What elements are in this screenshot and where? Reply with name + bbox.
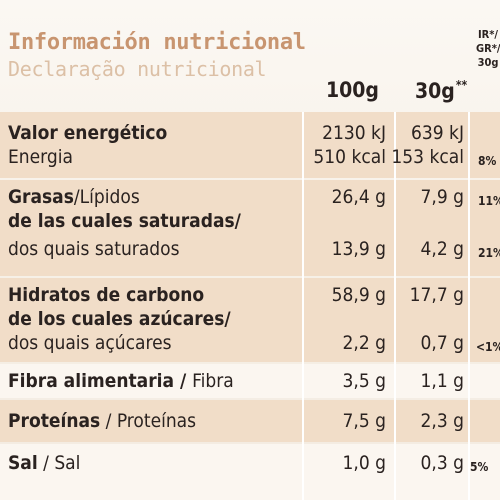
title-spanish: Información nutricional <box>8 30 306 55</box>
row-bg-fat <box>0 180 500 276</box>
protein-label-es: Proteínas <box>8 410 101 432</box>
saturates-label-pt: dos quais saturados <box>8 238 180 260</box>
title-portuguese: Declaração nutricional <box>8 57 267 81</box>
column-divider-2 <box>394 112 396 500</box>
salt-label: Sal / Sal <box>8 452 80 474</box>
salt-100g: 1,0 g <box>342 452 386 474</box>
sugars-reference-intake: <1% <box>476 340 500 354</box>
row-bg-energy <box>0 112 500 178</box>
column-header-100g: 100g <box>326 78 379 102</box>
sugars-100g: 2,2 g <box>342 332 386 354</box>
protein-100g: 7,5 g <box>342 410 386 432</box>
energy-kj-30g: 639 kJ <box>411 122 464 144</box>
ri-header-line-3: 30g <box>477 56 499 69</box>
column-header-30g-footnote-mark: ** <box>455 78 468 92</box>
saturates-reference-intake: 21% <box>478 246 500 260</box>
salt-30g: 0,3 g <box>420 452 464 474</box>
row-bg-carbs <box>0 278 500 362</box>
column-divider-1 <box>302 112 304 500</box>
sugars-label-pt: dos quais açúcares <box>8 332 172 354</box>
carbs-label-es: Hidratos de carbono <box>8 284 205 306</box>
fibre-label-pt: Fibra <box>192 370 234 392</box>
fat-label-es: Grasas <box>8 186 74 208</box>
sugars-30g: 0,7 g <box>420 332 464 354</box>
ri-header-line-2: GR*/ <box>476 42 500 55</box>
fibre-label-es: Fibra alimentaria / <box>8 370 193 392</box>
energy-kcal-30g: 153 kcal <box>391 146 464 168</box>
protein-label: Proteínas / Proteínas <box>8 410 196 432</box>
salt-label-es: Sal <box>8 452 38 474</box>
ri-header-line-1: IR*/ <box>477 28 499 41</box>
protein-label-pt: / Proteínas <box>100 410 197 432</box>
fibre-label: Fibra alimentaria / Fibra <box>8 370 234 392</box>
carbs-100g: 58,9 g <box>331 284 386 306</box>
salt-reference-intake: 5% <box>470 460 489 474</box>
carbs-30g: 17,7 g <box>409 284 464 306</box>
column-header-100g-label: 100g <box>326 78 379 102</box>
energy-label-es: Valor energético <box>8 122 168 144</box>
row-bg-salt <box>0 444 500 500</box>
fat-label-pt: /Lípidos <box>73 186 140 208</box>
energy-reference-intake: 8% <box>478 154 497 168</box>
fat-reference-intake: 11% <box>478 194 500 208</box>
column-header-30g-label: 30g <box>415 79 455 103</box>
row-bg-fibre <box>0 364 500 398</box>
column-divider-3 <box>468 112 470 500</box>
salt-label-pt: / Sal <box>37 452 81 474</box>
row-bg-protein <box>0 400 500 442</box>
saturates-100g: 13,9 g <box>331 238 386 260</box>
fat-label: Grasas/Lípidos <box>8 186 140 208</box>
fibre-100g: 3,5 g <box>342 370 386 392</box>
fat-100g: 26,4 g <box>331 186 386 208</box>
saturates-label-es: de las cuales saturadas/ <box>8 210 241 232</box>
fat-30g: 7,9 g <box>420 186 464 208</box>
energy-label-pt: Energia <box>8 146 73 168</box>
saturates-30g: 4,2 g <box>420 238 464 260</box>
energy-kcal-100g: 510 kcal <box>313 146 386 168</box>
energy-kj-100g: 2130 kJ <box>322 122 386 144</box>
column-header-30g: 30g** <box>415 78 467 103</box>
sugars-label-es: de los cuales azúcares/ <box>8 308 231 330</box>
column-header-reference-intake: IR*/ GR*/ 30g <box>476 28 500 70</box>
protein-30g: 2,3 g <box>420 410 464 432</box>
fibre-30g: 1,1 g <box>420 370 464 392</box>
